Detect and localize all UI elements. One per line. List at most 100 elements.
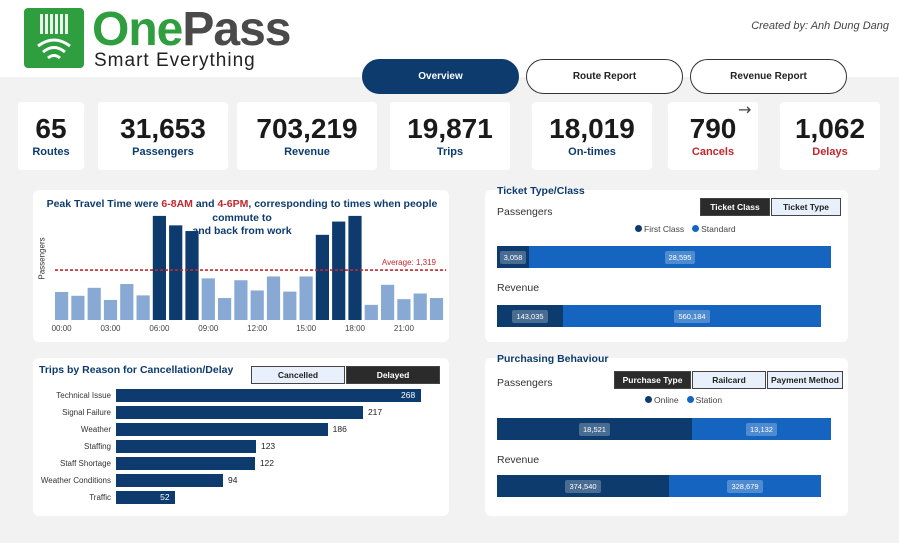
cancelled-toggle[interactable]: Cancelled <box>251 366 345 384</box>
ticket-revenue-label: Revenue <box>497 282 540 294</box>
bar-hour-14[interactable] <box>283 291 297 320</box>
reason-label: Staffing <box>84 442 111 451</box>
kpi-value: 19,871 <box>407 112 493 144</box>
reason-bar[interactable] <box>116 491 176 504</box>
ticket-type-toggle[interactable]: Ticket Type <box>771 198 841 216</box>
bar-hour-08[interactable] <box>185 231 199 320</box>
bar-hour-07[interactable] <box>169 225 183 320</box>
bar-hour-03[interactable] <box>103 299 118 320</box>
cancel-delay-panel: Trips by Reason for Cancellation/Delay C… <box>33 358 449 516</box>
bar-hour-02[interactable] <box>87 287 101 320</box>
payment-method-toggle[interactable]: Payment Method <box>767 371 843 389</box>
railcard-toggle[interactable]: Railcard <box>692 371 766 389</box>
reason-row[interactable]: Weather 186 <box>33 423 453 437</box>
purchase-panel: Purchasing Behaviour Purchase Type Railc… <box>485 353 848 516</box>
purchase-type-toggle[interactable]: Purchase Type <box>614 371 691 389</box>
purchase-revenue-label: Revenue <box>497 454 540 466</box>
legend-online: Online <box>645 395 679 405</box>
bar-hour-20[interactable] <box>381 284 395 320</box>
bar-hour-09[interactable] <box>201 278 215 320</box>
reason-bar[interactable] <box>116 440 256 453</box>
reason-value: 94 <box>227 475 238 485</box>
ticket-title: Ticket Type/Class <box>497 185 585 197</box>
tab-route-report[interactable]: Route Report <box>526 59 683 94</box>
bar-hour-00[interactable] <box>55 291 69 320</box>
kpi-value: 703,219 <box>256 112 358 144</box>
peak-chart: Average: 1,319 00:00 03:00 06:00 09:00 12:00 1… <box>52 215 447 333</box>
bar-hour-05[interactable] <box>136 295 150 320</box>
bar-hour-16[interactable] <box>315 234 329 320</box>
reason-row[interactable]: Traffic 52 <box>33 491 453 505</box>
ticket-class-toggle[interactable]: Ticket Class <box>700 198 770 216</box>
reason-value: 217 <box>367 407 383 417</box>
ticket-panel: Ticket Type/Class Ticket Class Ticket Ty… <box>485 185 848 342</box>
bar-hour-17[interactable] <box>332 221 346 320</box>
ticket-revenue-bar: 143,035 560,184 <box>497 305 821 327</box>
bar-hour-12[interactable] <box>250 290 264 320</box>
kpi-value: 65 <box>35 112 67 144</box>
bar-hour-21[interactable] <box>397 299 411 320</box>
wifi-icon <box>37 38 71 60</box>
reason-row[interactable]: Staff Shortage 122 <box>33 457 453 471</box>
purchase-title: Purchasing Behaviour <box>497 353 609 365</box>
bar-hour-04[interactable] <box>120 284 134 320</box>
bar-hour-23[interactable] <box>429 298 444 320</box>
bar-segment-online: 374,540 <box>497 475 669 497</box>
bar-hour-18[interactable] <box>348 215 362 320</box>
x-tick-label: 21:00 <box>394 324 415 333</box>
bar-hour-19[interactable] <box>364 304 378 320</box>
reason-row[interactable]: Signal Failure 217 <box>33 406 453 420</box>
reason-row[interactable]: Weather Conditions 94 <box>33 474 453 488</box>
reason-label: Signal Failure <box>62 408 111 417</box>
tab-overview[interactable]: Overview <box>362 59 519 94</box>
reason-row[interactable]: Staffing 123 <box>33 440 453 454</box>
purchase-passengers-bar: 18,521 13,132 <box>497 418 831 440</box>
arrow-right-icon[interactable]: → <box>738 100 752 119</box>
brand-tagline: Smart Everything <box>94 50 256 71</box>
reason-row[interactable]: Technical Issue 268 <box>33 389 453 403</box>
reason-bar[interactable] <box>116 389 421 402</box>
reason-label: Traffic <box>89 493 111 502</box>
x-tick-label: 03:00 <box>100 324 121 333</box>
kpi-value: 1,062 <box>794 112 866 144</box>
purchase-revenue-bar: 374,540 328,679 <box>497 475 821 497</box>
purchase-legend: Online Station <box>645 395 722 405</box>
ticket-passengers-label: Passengers <box>497 206 553 218</box>
kpi-label: Passengers <box>132 146 194 159</box>
ticket-passengers-bar: 3,058 28,595 <box>497 246 831 268</box>
reason-value: 52 <box>160 492 170 502</box>
reason-bar[interactable] <box>116 474 223 487</box>
bar-hour-11[interactable] <box>234 280 248 320</box>
bar-hour-10[interactable] <box>218 298 232 320</box>
delayed-toggle[interactable]: Delayed <box>346 366 440 384</box>
legend-first-class: First Class <box>635 224 684 234</box>
average-label: Average: 1,319 <box>382 258 437 267</box>
kpi-delays: 1,062 Delays <box>780 102 880 170</box>
onepass-logo <box>24 8 84 68</box>
kpi-label: Trips <box>436 146 464 159</box>
kpi-routes: 65 Routes <box>18 102 84 170</box>
x-tick-label: 18:00 <box>345 324 366 333</box>
kpi-cancels: 790 Cancels <box>668 102 758 170</box>
reason-bar[interactable] <box>116 406 363 419</box>
tab-revenue-report[interactable]: Revenue Report <box>690 59 847 94</box>
bar-hour-22[interactable] <box>413 293 427 321</box>
cancel-delay-title: Trips by Reason for Cancellation/Delay <box>39 364 234 376</box>
x-tick-label: 15:00 <box>296 324 317 333</box>
reason-value: 186 <box>332 424 347 434</box>
bar-segment-station: 13,132 <box>692 418 831 440</box>
bar-segment-online: 18,521 <box>497 418 692 440</box>
reason-bar[interactable] <box>116 457 255 470</box>
bar-segment-station: 328,679 <box>669 475 821 497</box>
bar-hour-06[interactable] <box>152 215 166 320</box>
kpi-trips: 19,871 Trips <box>390 102 510 170</box>
reason-value: 122 <box>259 458 275 468</box>
bar-hour-01[interactable] <box>71 295 85 320</box>
header: OnePass Smart Everything Created by: Anh… <box>0 0 899 77</box>
bar-hour-15[interactable] <box>299 276 313 320</box>
bar-hour-13[interactable] <box>266 276 281 320</box>
reason-bar[interactable] <box>116 423 328 436</box>
kpi-on-times: 18,019 On-times <box>532 102 652 170</box>
x-tick-label: 06:00 <box>149 324 170 333</box>
brand-name: OnePass <box>92 3 291 56</box>
